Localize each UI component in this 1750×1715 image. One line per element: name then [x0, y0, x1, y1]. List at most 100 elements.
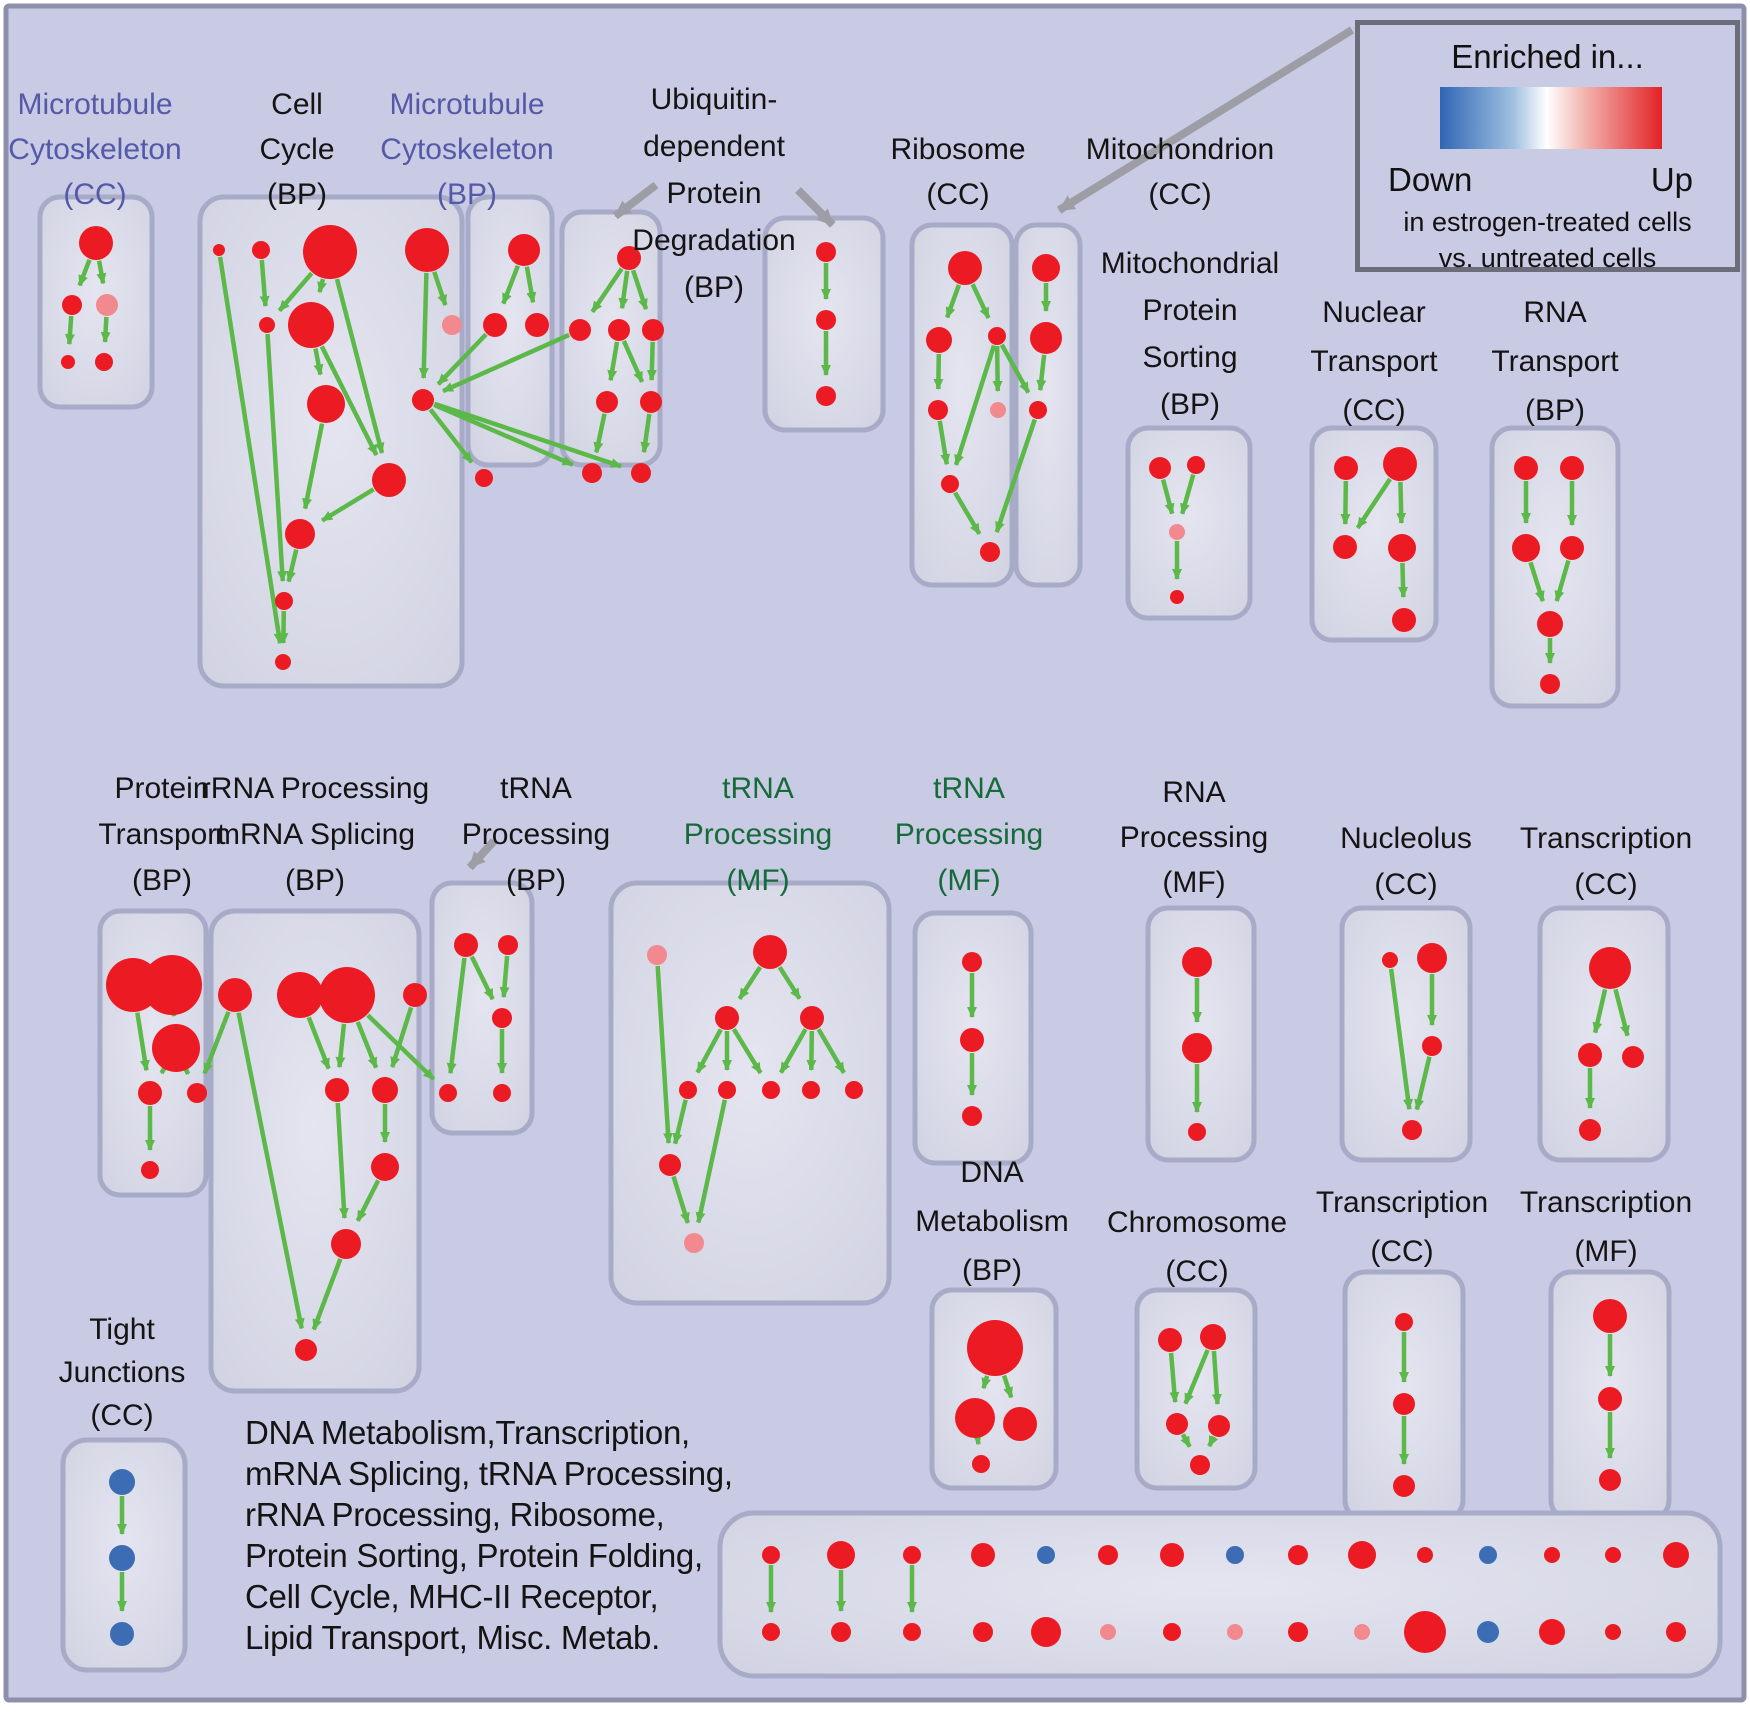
go-term-node: [631, 463, 651, 483]
go-term-node: [679, 1081, 697, 1099]
edge: [501, 265, 520, 305]
edge: [259, 259, 270, 308]
go-term-node: [1100, 1624, 1116, 1640]
go-term-node: [138, 1081, 162, 1105]
edge: [334, 278, 385, 454]
edge: [64, 315, 75, 346]
go-term-node: [277, 972, 323, 1018]
go-term-node: [275, 592, 293, 610]
go-term-node: [79, 226, 113, 260]
edge: [953, 344, 997, 466]
go-term-node: [442, 315, 462, 335]
edge: [640, 413, 652, 454]
go-term-node: [715, 1006, 739, 1030]
go-term-node: [800, 1006, 824, 1030]
go-term-node: [1393, 1393, 1415, 1415]
legend-condition-line1: in estrogen-treated cells: [1403, 207, 1692, 237]
go-term-node: [1382, 952, 1398, 968]
go-term-node: [187, 1083, 207, 1103]
go-term-node: [454, 933, 478, 957]
go-term-node: [109, 1469, 135, 1495]
go-term-node: [1182, 1033, 1212, 1063]
edge: [100, 316, 111, 344]
go-term-node: [1169, 524, 1185, 540]
go-term-node: [960, 1028, 984, 1052]
edge: [992, 345, 1003, 393]
go-term-node: [762, 1546, 780, 1564]
edge: [202, 1010, 231, 1075]
go-term-node: [762, 1081, 780, 1099]
go-term-node: [582, 463, 602, 483]
go-term-node: [1288, 1622, 1308, 1642]
edge: [972, 1433, 983, 1446]
edge: [1396, 481, 1407, 525]
go-term-node: [762, 1623, 780, 1641]
go-term-node: [288, 302, 334, 348]
edge: [778, 1028, 808, 1074]
edge: [159, 1061, 171, 1075]
edge: [777, 965, 802, 1000]
go-term-node: [331, 1229, 361, 1259]
edge: [278, 610, 289, 645]
go-term-node: [1589, 947, 1631, 989]
edge: [432, 271, 448, 307]
go-term-node: [1170, 590, 1184, 604]
go-term-node: [1037, 1546, 1055, 1564]
go-term-node: [493, 1084, 511, 1102]
edge: [1183, 1349, 1210, 1405]
go-term-node: [903, 1546, 921, 1564]
edge: [302, 423, 325, 510]
edge: [672, 1099, 688, 1145]
go-term-node: [285, 519, 315, 549]
edge: [96, 260, 107, 285]
legend-title: Enriched in...: [1451, 38, 1644, 75]
go-term-node: [152, 1024, 200, 1072]
box-nuclear-transport-cc: [1309, 425, 1439, 643]
annotation-arrow: [795, 187, 836, 228]
edge: [446, 957, 467, 1075]
go-term-node: [1417, 1547, 1433, 1563]
go-term-node: [1182, 947, 1212, 977]
annotation-arrow: [466, 838, 497, 871]
edge: [433, 401, 623, 469]
edge: [695, 1028, 723, 1074]
go-term-node: [1348, 1541, 1376, 1569]
edge: [319, 345, 379, 456]
go-term-node: [371, 1153, 399, 1181]
go-term-node: [569, 319, 591, 341]
edge: [1211, 1350, 1222, 1406]
go-term-node: [213, 244, 225, 256]
edge: [1160, 479, 1175, 515]
go-term-node: [845, 1081, 863, 1099]
edge: [806, 1030, 817, 1072]
box-dna-metabolism-bp: [929, 1287, 1059, 1491]
go-term-node: [1031, 1617, 1061, 1647]
go-term-node: [252, 241, 270, 259]
box-misc-metabolism-strip: [717, 1510, 1723, 1679]
edge: [313, 348, 324, 376]
go-term-node: [1537, 611, 1563, 637]
edge: [646, 341, 657, 382]
go-term-node: [1388, 534, 1416, 562]
go-term-node: [1663, 1542, 1689, 1568]
go-term-node: [525, 313, 549, 337]
edge: [1355, 477, 1392, 530]
go-term-node: [903, 1623, 921, 1641]
go-term-node: [926, 327, 952, 353]
edge: [366, 1013, 436, 1081]
go-term-node: [1163, 1623, 1181, 1641]
go-term-node: [928, 400, 948, 420]
go-term-node: [1190, 1455, 1210, 1475]
go-term-node: [1402, 1120, 1422, 1140]
go-term-node: [1417, 943, 1447, 973]
go-term-node: [948, 251, 982, 285]
go-term-node: [1605, 1624, 1621, 1640]
edge: [1388, 968, 1413, 1111]
edge: [321, 487, 375, 523]
edge: [335, 1023, 347, 1069]
go-term-node: [971, 1543, 995, 1567]
edge: [1168, 1352, 1180, 1404]
go-term-node: [1540, 674, 1560, 694]
edge: [317, 278, 327, 294]
go-term-node: [142, 955, 202, 1015]
